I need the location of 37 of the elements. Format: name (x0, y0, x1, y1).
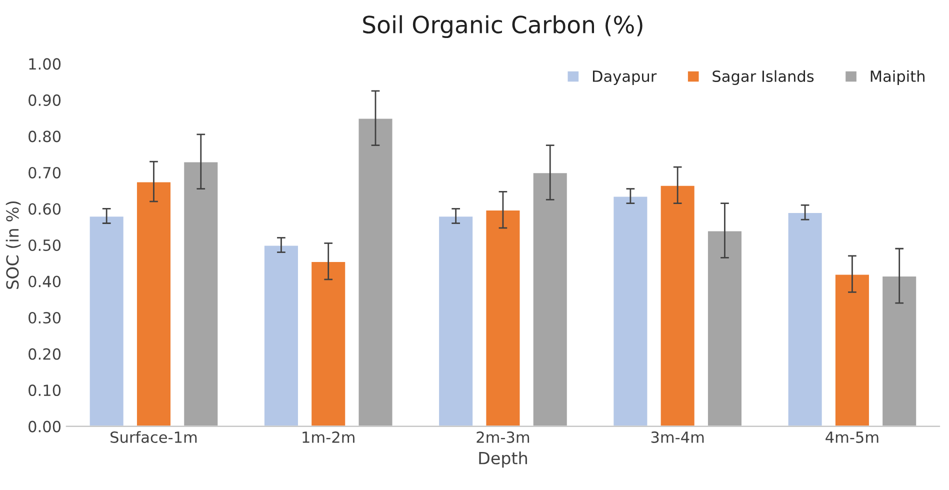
y-tick-label: 0.60 (28, 203, 61, 215)
bar (786, 212, 824, 426)
y-tick-label: 0.70 (28, 166, 61, 178)
bar (659, 184, 696, 426)
y-tick-label: 0.30 (28, 312, 61, 324)
bar (834, 273, 870, 426)
x-tick-label: 2m-3m (476, 431, 530, 443)
y-tick-label: 0.00 (28, 420, 61, 432)
bar (88, 215, 125, 426)
y-tick-label: 0.10 (28, 384, 61, 396)
bar (612, 195, 649, 426)
y-tick-label: 0.20 (28, 348, 61, 360)
x-tick-label: 4m-5m (826, 432, 878, 443)
x-axis-title: Depth (479, 452, 527, 468)
bar (881, 275, 918, 426)
y-axis-title: SOC (in %) (6, 201, 21, 289)
bar (484, 209, 522, 426)
legend-label: Maipith (870, 70, 924, 85)
bar (706, 230, 743, 426)
legend-label: Sagar Islands (712, 70, 814, 85)
x-tick-label: 3m-4m (651, 431, 704, 443)
y-tick-label: 0.40 (28, 276, 61, 288)
bar (357, 117, 394, 426)
y-tick-label: 0.80 (28, 130, 61, 142)
bar (182, 160, 220, 426)
y-tick-label: 1.00 (29, 58, 61, 70)
bar (263, 244, 300, 426)
chart-title: Soil Organic Carbon (%) (363, 15, 642, 38)
y-tick-label: 0.50 (28, 239, 61, 252)
bar (310, 260, 347, 426)
y-tick-label: 0.90 (28, 94, 61, 106)
x-tick-label: 1m-2m (302, 431, 354, 443)
bar (532, 172, 568, 426)
x-tick-label: Surface-1m (110, 431, 197, 443)
bar (136, 180, 172, 426)
legend-label: Dayapur (592, 70, 657, 85)
bar (438, 215, 474, 426)
